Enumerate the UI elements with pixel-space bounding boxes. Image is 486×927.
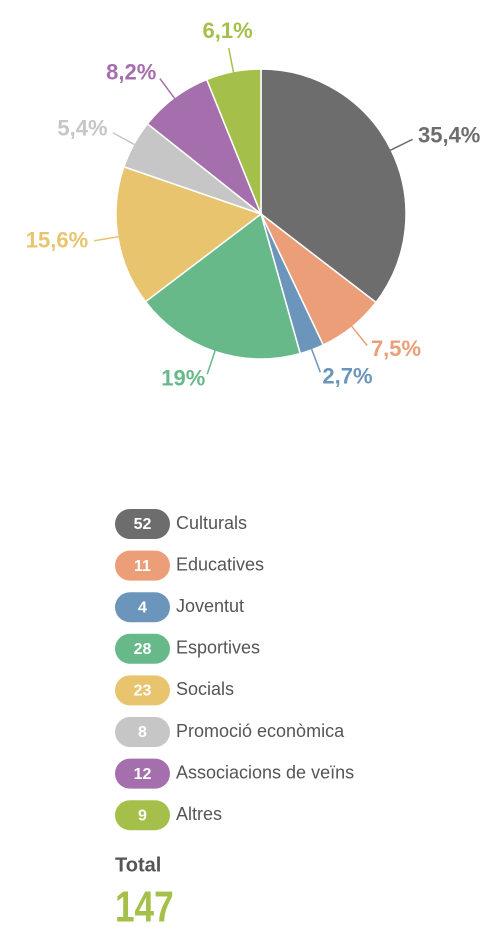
legend-count: 9 <box>138 807 147 824</box>
data-label: 8,2% <box>106 60 156 85</box>
legend-badge <box>115 717 170 747</box>
legend-badge <box>115 758 170 789</box>
data-label: 15,6% <box>26 227 88 252</box>
legend-badge <box>115 550 170 581</box>
legend-label: Educatives <box>176 554 264 574</box>
legend-label: Joventut <box>176 596 244 616</box>
legend-label: Altres <box>176 804 222 824</box>
leader-line <box>159 78 178 102</box>
data-label: 6,1% <box>203 18 253 43</box>
legend-count: 4 <box>138 599 147 616</box>
legend-count: 28 <box>134 641 152 658</box>
total-label: Total <box>115 854 161 876</box>
legend-count: 8 <box>138 724 147 741</box>
leader-line <box>228 47 235 76</box>
leader-line <box>309 345 321 373</box>
leader-line <box>94 235 122 242</box>
data-label: 35,4% <box>418 123 480 148</box>
legend-badge <box>115 675 170 706</box>
legend-count: 23 <box>134 683 152 700</box>
data-label: 5,4% <box>57 116 107 141</box>
legend-label: Promoció econòmica <box>176 721 345 741</box>
leader-line <box>387 138 413 153</box>
legend-count: 12 <box>134 766 152 783</box>
legend-badge <box>115 592 170 623</box>
legend-count: 11 <box>134 558 151 575</box>
leader-line <box>348 323 368 346</box>
legend-count: 52 <box>134 516 152 533</box>
legend-label: Culturals <box>176 513 247 533</box>
data-label: 19% <box>161 366 205 391</box>
total-value: 147 <box>115 883 174 927</box>
legend-badge <box>115 509 170 539</box>
legend-label: Socials <box>176 679 234 699</box>
legend-label: Associacions de veïns <box>176 762 354 782</box>
leader-line <box>206 347 217 375</box>
data-label: 2,7% <box>322 364 372 389</box>
legend-badge <box>115 633 170 664</box>
leader-line <box>112 132 138 147</box>
data-label: 7,5% <box>371 336 421 361</box>
legend-label: Esportives <box>176 638 260 658</box>
legend-badge <box>115 800 170 831</box>
